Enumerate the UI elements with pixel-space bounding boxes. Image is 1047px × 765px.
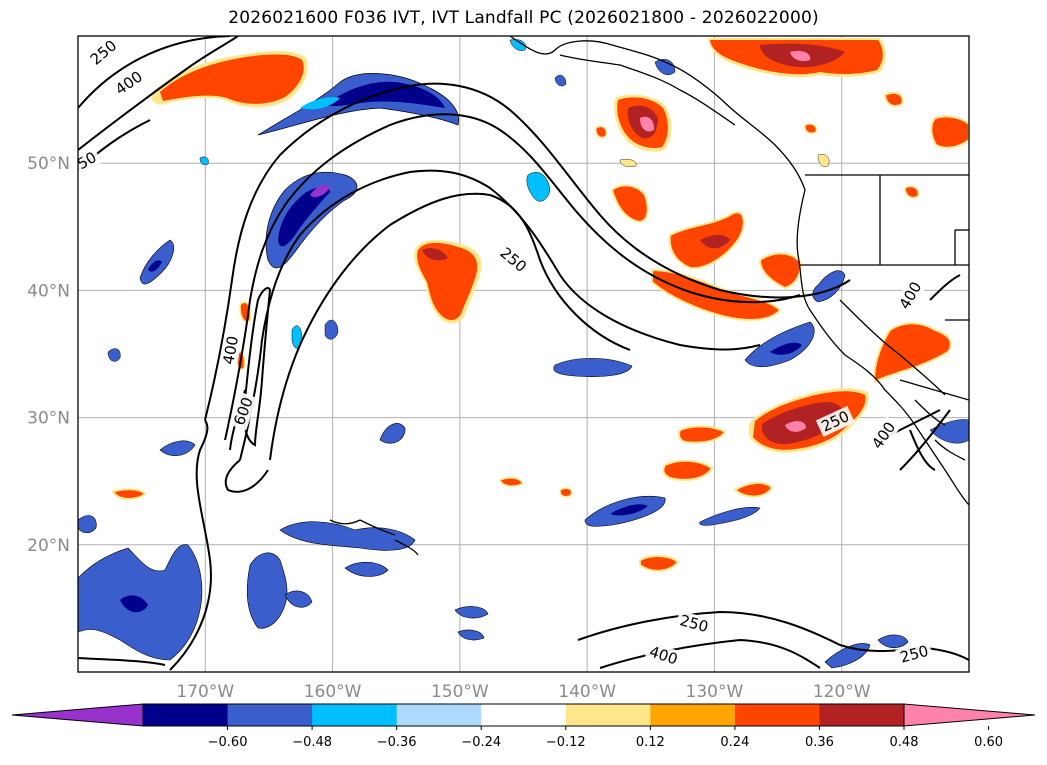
colorbar-swatch (396, 704, 482, 726)
colorbar-tick-labels: −0.60 −0.48 −0.36 −0.24 −0.12 0.12 0.24 0.36 0.4… (208, 726, 1003, 750)
lon-label: 140°W (558, 682, 616, 702)
svg-text:400: 400 (219, 335, 242, 366)
colorbar-swatch (312, 704, 398, 726)
lat-label: 20°N (27, 536, 70, 556)
colorbar-tick-label: −0.36 (377, 735, 417, 750)
colorbar-tick-label: 0.48 (890, 735, 919, 750)
lon-label: 150°W (431, 682, 489, 702)
colorbar-swatch (819, 704, 905, 726)
latitude-labels: 50°N 40°N 30°N 20°N (27, 154, 70, 556)
negative-pc-shading (78, 38, 969, 669)
colorbar: −0.60 −0.48 −0.36 −0.24 −0.12 0.12 0.24 0.36 0.4… (11, 703, 1036, 750)
colorbar-outline (142, 703, 905, 727)
colorbar-tick-label: −0.48 (292, 735, 332, 750)
colorbar-tick-label: 0.24 (720, 735, 749, 750)
colorbar-tick-label: −0.12 (546, 735, 586, 750)
colorbar-swatch (143, 704, 229, 726)
colorbar-tick-label: −0.24 (461, 735, 501, 750)
lon-label: 120°W (813, 682, 871, 702)
colorbar-tick-label: 0.60 (974, 735, 1003, 750)
colorbar-extend-max (903, 703, 1036, 727)
colorbar-extend-min (11, 703, 144, 727)
lon-label: 160°W (304, 682, 362, 702)
lon-label: 130°W (686, 682, 744, 702)
lon-label: 170°W (176, 682, 234, 702)
lat-label: 40°N (27, 281, 70, 301)
colorbar-tick-label: 0.36 (805, 735, 834, 750)
colorbar-swatch (734, 704, 820, 726)
colorbar-swatch (481, 704, 567, 726)
map-title: 2026021600 F036 IVT, IVT Landfall PC (20… (228, 8, 819, 28)
lat-label: 50°N (27, 154, 70, 174)
lat-label: 30°N (27, 409, 70, 429)
longitude-labels: 170°W 160°W 150°W 140°W 130°W 120°W (176, 682, 870, 702)
positive-pc-shading (111, 38, 969, 572)
contour-label: 250 (494, 241, 533, 278)
colorbar-tick-label: −0.60 (208, 735, 248, 750)
coastlines (329, 36, 969, 556)
colorbar-tick-label: 0.12 (636, 735, 665, 750)
colorbar-swatch (565, 704, 651, 726)
colorbar-swatch (650, 704, 736, 726)
colorbar-swatch (227, 704, 313, 726)
contour-label: 400 (218, 331, 243, 369)
colorbar-swatches (11, 703, 1036, 727)
map-frame (77, 35, 970, 673)
